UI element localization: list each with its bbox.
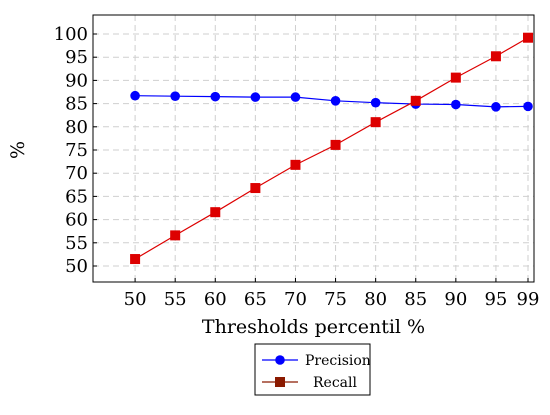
precision-point	[370, 97, 381, 108]
series-recall	[130, 32, 533, 265]
series-precision	[130, 90, 533, 112]
precision-point	[451, 99, 461, 110]
y-tick-label: 55	[65, 233, 88, 254]
legend-items: Precision Recall	[262, 353, 371, 391]
recall-point	[450, 72, 461, 83]
y-tick-label: 65	[65, 186, 88, 207]
precision-point	[290, 92, 301, 102]
precision-point	[130, 90, 140, 101]
precision-point	[170, 91, 180, 101]
legend-box	[254, 343, 371, 396]
x-tick-label: 55	[164, 289, 187, 310]
precision-point	[250, 92, 261, 102]
legend-item-recall: Recall	[262, 375, 357, 391]
plot-frame	[92, 14, 535, 283]
recall-point	[523, 32, 533, 43]
x-tick-label: 90	[444, 289, 467, 310]
recall-point	[170, 230, 181, 241]
y-tick-label: 80	[65, 117, 88, 138]
y-tick-label: 95	[65, 47, 88, 68]
plot-series	[130, 32, 533, 265]
legend: Precision Recall	[254, 343, 371, 396]
legend-item-precision: Precision	[262, 353, 371, 369]
y-tick-label: 75	[65, 140, 88, 161]
x-tick-label: 85	[404, 289, 427, 310]
precision-point	[330, 96, 341, 106]
x-tick-label: 75	[324, 289, 347, 310]
axis-ticks: 50 55 60 65 70 75 80 85 90 95 99505560657075808590…	[54, 24, 540, 310]
legend-swatch-marker	[275, 355, 285, 365]
x-tick-label: 99	[517, 289, 540, 310]
recall-point	[490, 51, 501, 62]
recall-point	[370, 117, 381, 128]
x-tick-label: 70	[284, 289, 307, 310]
recall-point	[290, 159, 301, 170]
recall-point	[210, 207, 221, 218]
legend-label: Recall	[313, 375, 357, 391]
y-tick-label: 100	[54, 24, 88, 45]
legend-label: Precision	[305, 353, 371, 369]
x-tick-label: 80	[364, 289, 387, 310]
x-tick-label: 95	[484, 289, 507, 310]
y-tick-label: 60	[65, 210, 88, 231]
recall-point	[250, 183, 261, 194]
precision-point	[523, 101, 533, 112]
y-axis-title: %	[7, 141, 29, 159]
y-tick-label: 90	[65, 70, 88, 91]
x-tick-label: 60	[204, 289, 227, 310]
recall-point	[330, 139, 341, 150]
recall-point	[410, 95, 421, 106]
x-tick-label: 65	[244, 289, 267, 310]
x-axis-title: Thresholds percentil %	[202, 316, 425, 338]
y-tick-label: 85	[65, 94, 88, 115]
x-tick-label: 50	[124, 289, 147, 310]
y-tick-label: 50	[65, 256, 88, 277]
precision-point	[210, 91, 221, 102]
recall-point	[130, 254, 141, 265]
legend-swatch-marker	[275, 377, 285, 387]
grid-lines	[93, 15, 534, 282]
y-tick-label: 70	[65, 163, 88, 184]
precision-point	[491, 102, 501, 112]
